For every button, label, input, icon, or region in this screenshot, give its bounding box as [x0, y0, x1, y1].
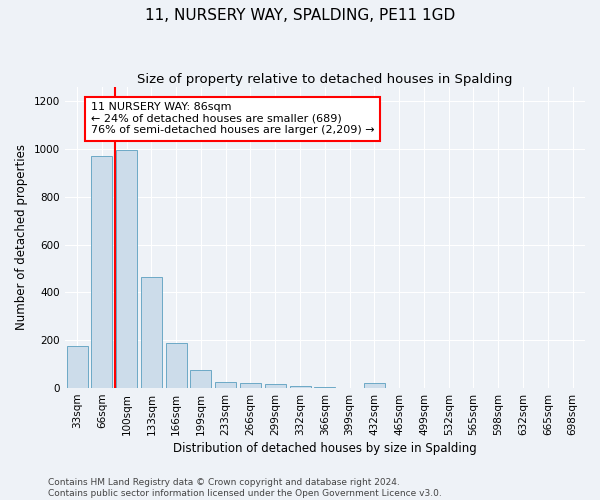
Bar	[141, 277, 162, 388]
Bar	[91, 156, 112, 388]
Bar	[67, 346, 88, 388]
Bar	[290, 386, 311, 388]
Bar	[166, 342, 187, 388]
Bar	[314, 387, 335, 388]
Bar	[240, 384, 261, 388]
Y-axis label: Number of detached properties: Number of detached properties	[15, 144, 28, 330]
Bar	[215, 382, 236, 388]
Text: 11 NURSERY WAY: 86sqm
← 24% of detached houses are smaller (689)
76% of semi-det: 11 NURSERY WAY: 86sqm ← 24% of detached …	[91, 102, 374, 136]
Title: Size of property relative to detached houses in Spalding: Size of property relative to detached ho…	[137, 72, 512, 86]
Text: Contains HM Land Registry data © Crown copyright and database right 2024.
Contai: Contains HM Land Registry data © Crown c…	[48, 478, 442, 498]
Bar	[116, 150, 137, 388]
X-axis label: Distribution of detached houses by size in Spalding: Distribution of detached houses by size …	[173, 442, 477, 455]
Bar	[364, 384, 385, 388]
Text: 11, NURSERY WAY, SPALDING, PE11 1GD: 11, NURSERY WAY, SPALDING, PE11 1GD	[145, 8, 455, 22]
Bar	[265, 384, 286, 388]
Bar	[190, 370, 211, 388]
